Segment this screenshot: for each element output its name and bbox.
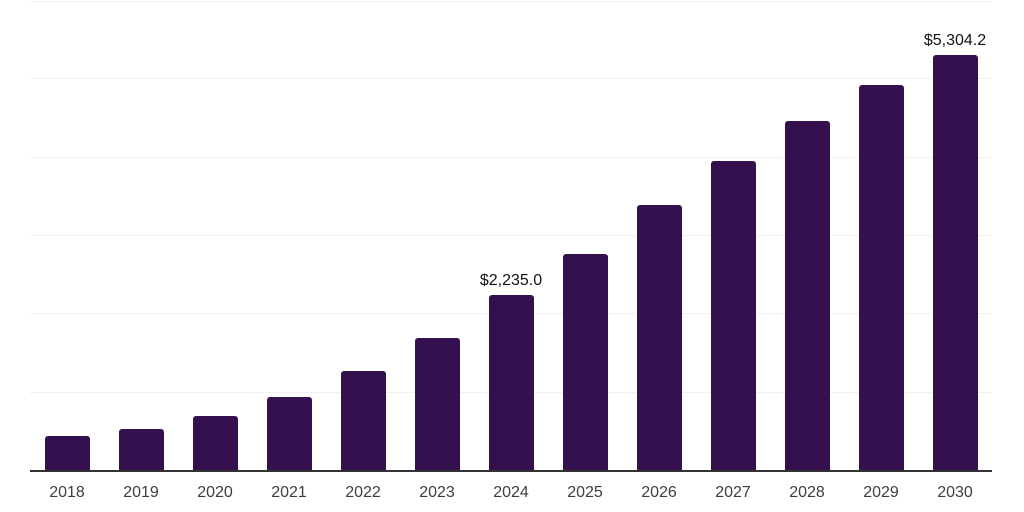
- x-tick-2029: 2029: [863, 484, 899, 501]
- bar-2022[interactable]: [340, 370, 386, 470]
- x-tick-2030: 2030: [937, 484, 973, 501]
- bar-2023[interactable]: [414, 338, 460, 470]
- x-tick-2027: 2027: [715, 484, 751, 501]
- x-tick-2020: 2020: [197, 484, 233, 501]
- bar-2018[interactable]: [44, 435, 90, 470]
- bar-2026[interactable]: [636, 205, 682, 470]
- bar-2028[interactable]: [784, 120, 830, 470]
- x-tick-2025: 2025: [567, 484, 603, 501]
- x-axis-line: [30, 470, 992, 472]
- x-tick-2022: 2022: [345, 484, 381, 501]
- gridline-6000: [30, 1, 992, 2]
- gridline-4000: [30, 157, 992, 158]
- x-tick-2028: 2028: [789, 484, 825, 501]
- bar-2021[interactable]: [266, 397, 312, 470]
- bar-2029[interactable]: [858, 84, 904, 470]
- data-label-2030: $5,304.2: [923, 31, 987, 49]
- x-tick-2021: 2021: [271, 484, 307, 501]
- x-tick-2023: 2023: [419, 484, 455, 501]
- data-label-2024: $2,235.0: [479, 271, 543, 289]
- x-tick-2019: 2019: [123, 484, 159, 501]
- gridline-5000: [30, 78, 992, 79]
- x-tick-2026: 2026: [641, 484, 677, 501]
- gridline-3000: [30, 235, 992, 236]
- x-tick-2024: 2024: [493, 484, 529, 501]
- x-tick-2018: 2018: [49, 484, 85, 501]
- bar-2030[interactable]: [932, 54, 978, 470]
- bar-2024[interactable]: [488, 294, 534, 470]
- bar-2025[interactable]: [562, 254, 608, 470]
- bar-2019[interactable]: [118, 429, 164, 470]
- bar-2020[interactable]: [192, 415, 238, 470]
- bar-2027[interactable]: [710, 160, 756, 470]
